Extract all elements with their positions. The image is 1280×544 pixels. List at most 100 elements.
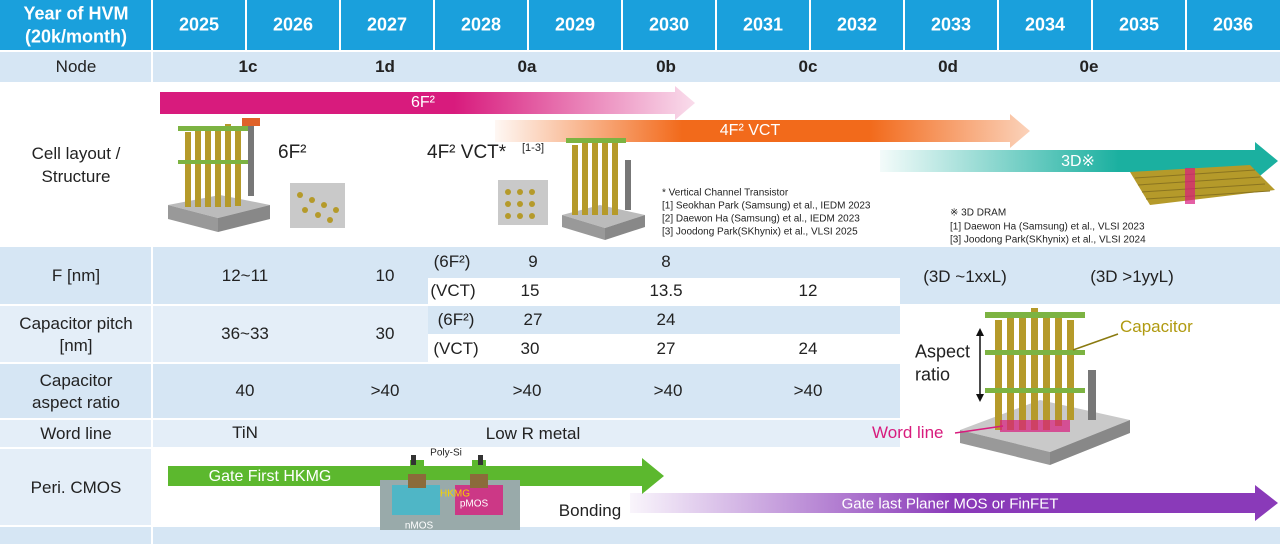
- year-header: 2027: [366, 14, 408, 35]
- arrow-label: Gate First HKMG: [208, 468, 332, 485]
- cell-value: 15: [520, 281, 540, 300]
- year-header: 2034: [1024, 14, 1066, 35]
- 3d-cell-figure: [1130, 165, 1275, 205]
- node-row-bg: [0, 52, 1280, 82]
- cmos-figure: [380, 455, 520, 530]
- cell-value: 12: [798, 281, 818, 300]
- cell-label: 4F² VCT*: [427, 142, 507, 163]
- arrow-label: 4F² VCT: [719, 122, 781, 139]
- row-label: Peri. CMOS: [30, 478, 122, 497]
- cell-value: 24: [656, 310, 676, 329]
- header-title: (20k/month): [24, 26, 128, 47]
- note: * Vertical Channel Transistor: [662, 187, 789, 199]
- arrow-gate-last: [630, 485, 1278, 521]
- arrow-label: 6F²: [411, 94, 435, 111]
- row-label: [nm]: [59, 336, 93, 355]
- header-bg: [0, 0, 1280, 50]
- figure-label: ratio: [915, 364, 951, 385]
- cmos-label: HKMG: [440, 488, 470, 500]
- arrow-vct: [495, 114, 1030, 148]
- row-label: F [nm]: [51, 266, 101, 285]
- year-header: 2032: [836, 14, 878, 35]
- f-vct-bg: [428, 278, 900, 304]
- row-label: Word line: [40, 424, 112, 443]
- note: ※ 3D DRAM: [950, 207, 1007, 219]
- pitch-6f2-bg: [428, 306, 900, 334]
- year-header: 2030: [648, 14, 690, 35]
- year-header: 2036: [1212, 14, 1254, 35]
- cmos-label: Poly-Si: [430, 447, 462, 459]
- aspect-row-bg: [0, 364, 900, 418]
- cell-value: 13.5: [649, 281, 683, 300]
- cell-value: Low R metal: [485, 424, 581, 443]
- cell-value: >40: [512, 381, 542, 400]
- bonding-label: Bonding: [558, 501, 622, 520]
- year-header: 2031: [742, 14, 784, 35]
- year-header: 2035: [1118, 14, 1160, 35]
- figure-label: Word line: [872, 423, 944, 442]
- node-value: 0d: [938, 57, 958, 76]
- capacitor-figure: [954, 308, 1130, 465]
- node-value: 1d: [375, 57, 395, 76]
- cell-value: 40: [235, 381, 255, 400]
- row-label: Cell layout /: [31, 144, 121, 163]
- cell-value: (3D >1yyL): [1090, 267, 1174, 286]
- hbm-row-bg: [0, 527, 1280, 544]
- row-label: Capacitor: [39, 371, 113, 390]
- cell-value: 36~33: [221, 324, 269, 343]
- wordline-row-bg: [0, 420, 900, 447]
- arrow-label: Gate last Planer MOS or FinFET: [841, 495, 1059, 513]
- node-value: 1c: [238, 57, 258, 76]
- cell-value: >40: [793, 381, 823, 400]
- cell-ref: [1-3]: [522, 142, 545, 154]
- note: [2] Daewon Ha (Samsung) et al., IEDM 202…: [662, 213, 860, 225]
- cmos-label: nMOS: [404, 520, 434, 532]
- note: [1] Daewon Ha (Samsung) et al., VLSI 202…: [950, 221, 1145, 233]
- node-value: 0c: [798, 57, 818, 76]
- figure-label: Capacitor: [1120, 317, 1193, 336]
- sub-label: (6F²): [437, 310, 475, 329]
- sub-label: (VCT): [433, 339, 479, 358]
- figure-label: Aspect: [915, 341, 971, 362]
- cell-value: 8: [661, 252, 671, 271]
- year-header: 2033: [930, 14, 972, 35]
- node-value: 0a: [517, 57, 537, 76]
- note: [1] Seokhan Park (Samsung) et al., IEDM …: [662, 200, 871, 212]
- sub-label: (6F²): [433, 252, 471, 271]
- note: [3] Joodong Park(SKhynix) et al., VLSI 2…: [950, 234, 1146, 246]
- cmos-label: pMOS: [459, 498, 489, 510]
- cell-value: 30: [375, 324, 395, 343]
- cell-value: >40: [653, 381, 683, 400]
- pitch-row-bg: [0, 306, 428, 362]
- note: [3] Joodong Park(SKhynix) et al., VLSI 2…: [662, 226, 858, 238]
- row-label: Capacitor pitch: [19, 314, 133, 333]
- year-header: 2025: [178, 14, 220, 35]
- cell-value: 9: [528, 252, 538, 271]
- cell-value: 27: [523, 310, 543, 329]
- cell-value: >40: [370, 381, 400, 400]
- cell-value: 24: [798, 339, 818, 358]
- arrow-6f2: [160, 86, 695, 120]
- header-dividers: [151, 0, 1187, 50]
- row-label: Node: [55, 57, 97, 76]
- sub-label: (VCT): [430, 281, 476, 300]
- node-value: 0e: [1079, 57, 1099, 76]
- cell-value: 27: [656, 339, 676, 358]
- cell-value: (3D ~1xxL): [923, 267, 1007, 286]
- peri-label-bg: [0, 449, 152, 525]
- row-label: aspect ratio: [32, 393, 120, 412]
- year-header: 2029: [554, 14, 596, 35]
- year-header: 2028: [460, 14, 502, 35]
- arrow-label: 3D※: [1061, 153, 1095, 170]
- cell-value: 10: [375, 266, 395, 285]
- row-label: Structure: [41, 167, 111, 186]
- header-title: Year of HVM: [23, 3, 129, 24]
- cell-label: 6F²: [278, 142, 307, 163]
- planar-cell-figure: [168, 118, 345, 232]
- cell-value: 30: [520, 339, 540, 358]
- node-value: 0b: [656, 57, 676, 76]
- cell-value: TiN: [232, 423, 258, 442]
- year-header: 2026: [272, 14, 314, 35]
